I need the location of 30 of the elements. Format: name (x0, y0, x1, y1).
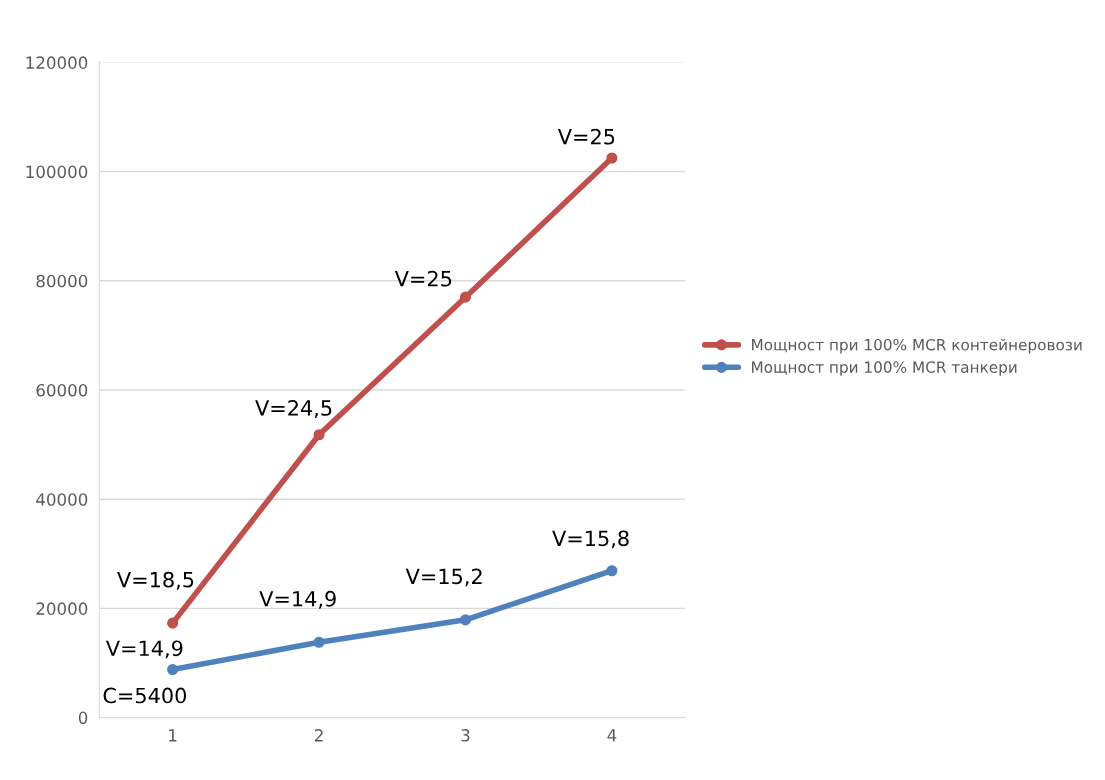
x-tick-label: 4 (607, 729, 617, 742)
x-tick-label: 3 (461, 729, 470, 742)
y-tick-label: 40000 (36, 493, 88, 506)
point (167, 663, 179, 676)
point (313, 429, 325, 441)
point (606, 152, 618, 164)
annotation: V=25 (394, 270, 452, 287)
y-tick-label: 20000 (36, 602, 88, 615)
legend-label: Мощност при 100% MCR танкери (752, 361, 1017, 376)
point (459, 614, 472, 626)
annotation: V=25 (557, 128, 615, 145)
legend-label: Мощност при 100% MCR контейнеровози (752, 338, 1082, 354)
y-tick-label: 100000 (26, 165, 88, 179)
annotation: C=5400 (103, 687, 186, 704)
y-tick-label: 120000 (26, 56, 88, 69)
x-tick-label: 2 (314, 729, 323, 742)
x-tick-label: 1 (169, 729, 177, 742)
annotation: V=15,2 (405, 568, 482, 587)
annotation: V=24,5 (255, 400, 332, 418)
point (313, 636, 325, 648)
y-tick-label: 60000 (36, 383, 88, 397)
annotation: V=14,9 (105, 640, 183, 659)
point (606, 565, 618, 577)
annotation: V=18,5 (117, 571, 194, 590)
y-tick-label: 80000 (36, 274, 88, 288)
annotation: V=15,8 (552, 530, 629, 549)
annotation: V=14,9 (259, 590, 336, 609)
point (167, 617, 179, 629)
y-tick-label: 0 (78, 711, 88, 725)
point (459, 291, 472, 303)
